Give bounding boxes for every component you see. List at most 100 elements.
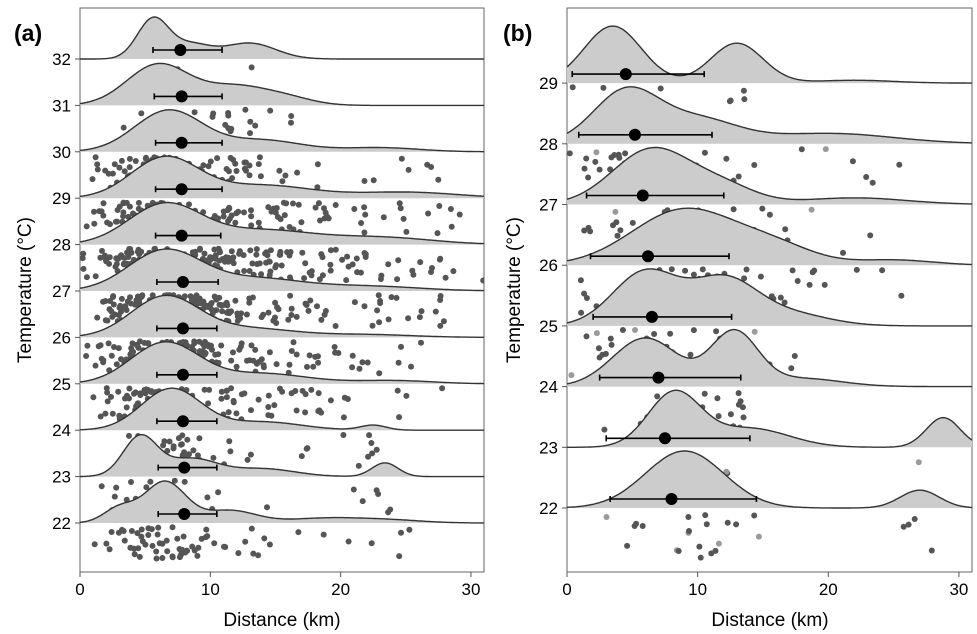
data-point-b-24 [740, 414, 747, 421]
data-point-a-29 [91, 220, 98, 227]
data-point-a-22 [149, 542, 156, 549]
y-tick-label-a-24: 24 [52, 421, 71, 440]
data-point-a-22 [145, 525, 152, 532]
data-point-a-25 [102, 410, 109, 417]
data-point-a-25 [126, 385, 133, 392]
data-point-a-28 [395, 257, 402, 264]
data-point-a-23 [147, 478, 154, 485]
data-point-a-26 [293, 351, 300, 358]
data-point-a-30 [398, 155, 405, 162]
data-point-a-28 [211, 255, 218, 262]
data-point-b-29 [657, 85, 664, 92]
data-point-a-27 [246, 299, 253, 306]
data-point-a-25 [233, 410, 240, 417]
data-point-a-28 [262, 250, 269, 257]
data-point-a-26 [364, 359, 371, 366]
data-point-a-30 [116, 164, 123, 171]
data-point-a-25 [223, 394, 230, 401]
data-point-a-25 [137, 390, 144, 397]
data-point-b-28 [583, 155, 590, 162]
data-point-b-22 [928, 547, 935, 554]
data-point-a-26 [144, 340, 151, 347]
data-point-a-26 [290, 339, 297, 346]
data-point-b-28 [863, 174, 870, 180]
data-point-a-29 [220, 213, 227, 220]
data-point-a-26 [260, 364, 267, 371]
mean-point-b-24 [652, 371, 665, 384]
data-point-a-27 [202, 302, 209, 309]
x-tick-label-a-0: 0 [75, 580, 84, 599]
x-tick-label-b-20: 20 [819, 580, 838, 599]
data-point-b-22 [633, 520, 640, 527]
y-tick-label-b-27: 27 [539, 196, 558, 215]
data-point-a-29 [123, 199, 130, 206]
data-point-a-27 [305, 307, 312, 314]
data-point-b-29 [741, 96, 748, 103]
data-point-b-22 [675, 548, 682, 554]
data-point-a-29 [241, 209, 247, 216]
data-point-a-28 [103, 258, 110, 265]
data-point-b-27 [840, 249, 846, 256]
x-tick-label-a-30: 30 [462, 580, 481, 599]
data-point-a-24 [368, 440, 375, 446]
data-point-b-28 [896, 161, 903, 168]
data-point-a-25 [115, 388, 122, 395]
data-point-b-28 [822, 146, 829, 153]
panel-a-x-axis-title: Distance (km) [223, 610, 340, 631]
data-point-a-23 [171, 477, 178, 484]
data-point-b-29 [740, 87, 747, 94]
density-fill-b-29 [567, 26, 972, 84]
data-point-a-22 [250, 550, 257, 557]
data-point-a-22 [266, 541, 273, 548]
data-point-b-22 [708, 550, 715, 557]
data-point-a-27 [432, 308, 439, 315]
data-point-a-22 [138, 526, 145, 533]
data-point-b-26 [743, 266, 750, 273]
data-point-a-29 [448, 223, 455, 230]
x-tick-label-a-10: 10 [201, 580, 220, 599]
data-point-a-25 [225, 409, 232, 416]
data-point-a-25 [271, 402, 278, 409]
data-point-a-25 [396, 414, 403, 421]
data-point-a-26 [332, 349, 339, 356]
data-point-a-24 [247, 451, 254, 458]
data-point-a-26 [97, 342, 104, 349]
panel-a-y-axis-title: Temperature (°C) [15, 217, 36, 363]
data-point-a-27 [274, 304, 281, 311]
panel-a-ridges [80, 16, 484, 562]
data-point-b-25 [619, 327, 626, 333]
data-point-a-27 [110, 293, 117, 300]
density-fill-b-24 [567, 329, 972, 387]
data-point-b-26 [757, 273, 764, 280]
data-point-a-27 [332, 323, 339, 329]
data-point-a-29 [358, 220, 365, 226]
data-point-b-25 [595, 345, 602, 352]
data-point-b-28 [567, 150, 573, 157]
data-point-a-31 [252, 122, 259, 129]
data-point-a-24 [366, 432, 373, 439]
data-point-b-26 [794, 278, 801, 284]
data-point-a-29 [312, 204, 319, 211]
data-point-a-22 [195, 544, 202, 551]
data-point-b-28 [798, 146, 805, 153]
data-point-a-28 [246, 268, 253, 274]
data-point-a-26 [266, 349, 273, 356]
density-curve-a-32 [80, 16, 484, 60]
data-point-a-24 [303, 445, 310, 452]
data-point-a-28 [201, 250, 208, 257]
data-point-a-28 [80, 250, 87, 257]
data-point-a-29 [317, 217, 323, 224]
data-point-a-24 [166, 438, 173, 445]
data-point-a-29 [332, 202, 339, 208]
data-point-b-26 [578, 309, 585, 316]
data-point-a-22 [345, 538, 352, 545]
data-point-a-31 [138, 110, 145, 117]
data-point-a-28 [345, 263, 352, 270]
data-point-a-28 [362, 251, 369, 258]
density-fill-b-28 [567, 86, 972, 144]
data-point-a-30 [428, 164, 435, 170]
data-point-a-24 [178, 441, 185, 448]
data-point-a-26 [359, 359, 366, 366]
data-point-a-24 [126, 432, 132, 439]
data-point-a-28 [267, 268, 274, 275]
